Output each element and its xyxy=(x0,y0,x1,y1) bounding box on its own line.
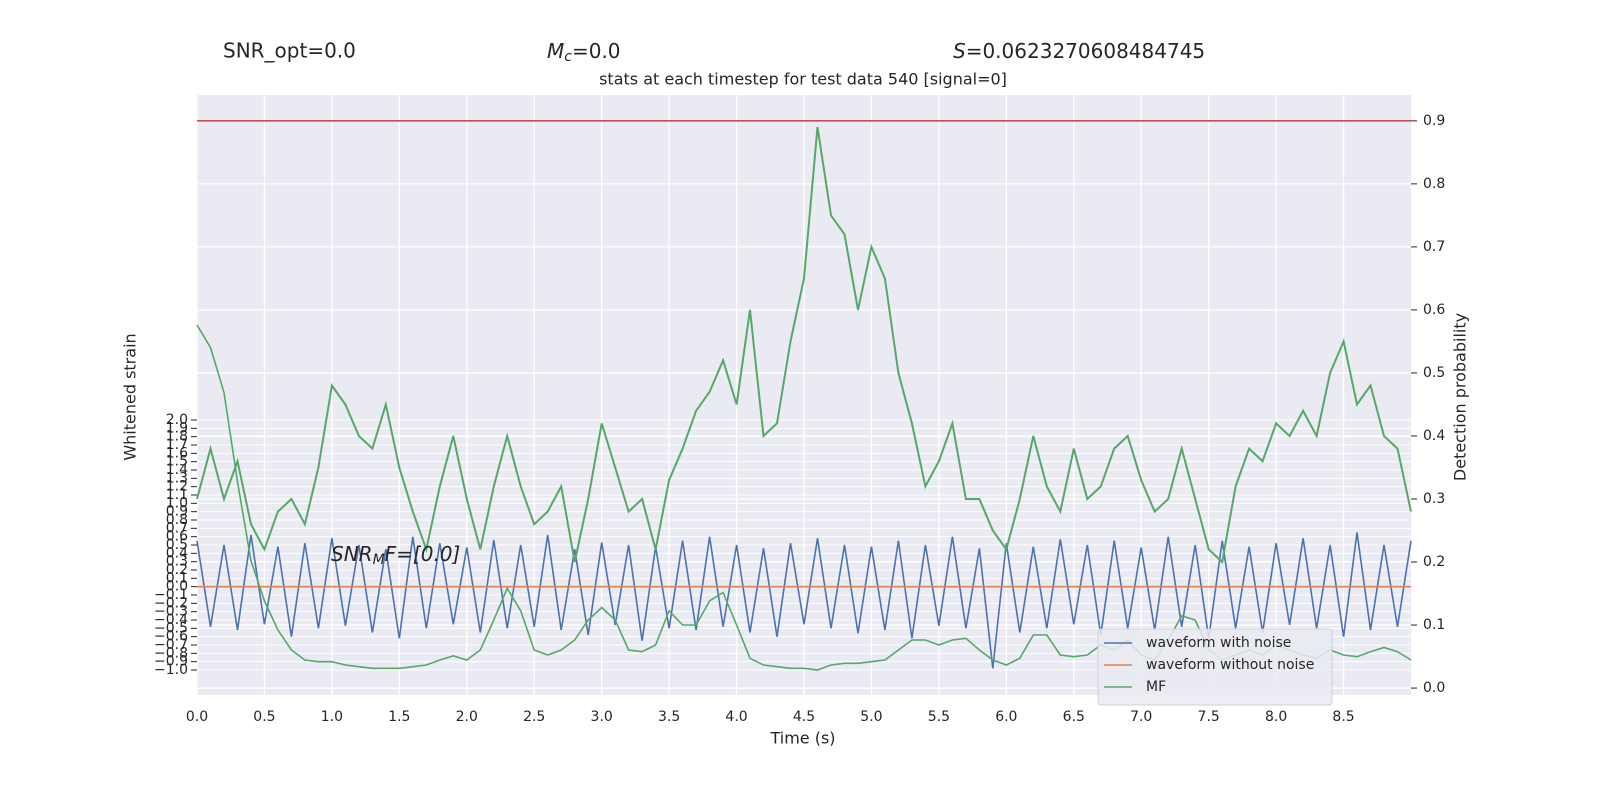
x-tick-label: 0.5 xyxy=(253,709,275,725)
y2-tick-label: 0.4 xyxy=(1423,428,1445,444)
y-tick-label: −0.1 xyxy=(154,587,188,603)
grid xyxy=(196,95,1411,695)
y-tick-label: 0.3 xyxy=(166,554,188,570)
x-tick-label: 5.5 xyxy=(928,709,950,725)
y-tick-label: −0.7 xyxy=(154,637,188,653)
x-tick-label: 8.5 xyxy=(1332,709,1354,725)
y-tick-label: 0.1 xyxy=(166,570,188,586)
y-tick-label: 1.9 xyxy=(166,420,188,436)
legend-label: waveform with noise xyxy=(1146,635,1291,651)
text: =0.0623270608484745 xyxy=(966,39,1205,63)
x-tick-label: 1.5 xyxy=(388,709,410,725)
y-tick-label: 1.7 xyxy=(166,437,188,453)
x-tick-label: 3.0 xyxy=(591,709,613,725)
x-tick-label: 2.0 xyxy=(456,709,478,725)
y-tick-label: 2.0 xyxy=(166,412,188,428)
y2-tick-label: 0.0 xyxy=(1423,680,1445,696)
y-tick-label: 1.5 xyxy=(166,454,188,470)
y-tick-label: 1.0 xyxy=(166,495,188,511)
y-tick-label: 1.2 xyxy=(166,479,188,495)
y2-tick-label: 0.9 xyxy=(1423,113,1445,129)
header-snr-opt: SNR_opt=0.0 xyxy=(223,39,356,63)
y2-tick-label: 0.7 xyxy=(1423,239,1445,255)
y-tick-label: 1.8 xyxy=(166,429,188,445)
symbol: S xyxy=(953,39,966,63)
symbol: SNR xyxy=(331,542,373,566)
y2-tick-label: 0.8 xyxy=(1423,176,1445,192)
y-tick-label: 1.3 xyxy=(166,470,188,486)
chart-title: stats at each timestep for test data 540… xyxy=(599,70,1007,89)
x-tick-label: 7.5 xyxy=(1198,709,1220,725)
legend-label: waveform without noise xyxy=(1146,657,1314,673)
x-tick-label: 4.0 xyxy=(725,709,747,725)
y-tick-label: 0.5 xyxy=(166,537,188,553)
y-tick-label: 0.9 xyxy=(166,504,188,520)
y-tick-label: 0.4 xyxy=(166,545,188,561)
y-tick-label: −0.5 xyxy=(154,620,188,636)
text: =0.0 xyxy=(572,39,621,63)
symbol: M xyxy=(547,39,564,63)
y-tick-label: 1.6 xyxy=(166,445,188,461)
x-tick-label: 4.5 xyxy=(793,709,815,725)
x-tick-label: 0.0 xyxy=(186,709,208,725)
y-tick-label: 1.1 xyxy=(166,487,188,503)
y2-tick-label: 0.3 xyxy=(1423,491,1445,507)
y-axis-label: Whitened strain xyxy=(121,333,140,460)
x-tick-label: 3.5 xyxy=(658,709,680,725)
header-s: S=0.0623270608484745 xyxy=(953,39,1205,63)
y2-axis-label: Detection probability xyxy=(1451,313,1470,481)
annotation: SNRMF=[0.0] xyxy=(331,542,460,569)
y2-tick-label: 0.6 xyxy=(1423,302,1445,318)
y2-tick-label: 0.2 xyxy=(1423,554,1445,570)
x-tick-label: 2.5 xyxy=(523,709,545,725)
subscript: M xyxy=(373,552,385,568)
y-tick-label: −0.6 xyxy=(154,629,188,645)
legend-label: MF xyxy=(1146,679,1166,695)
legend: waveform with noise waveform without nois… xyxy=(1097,628,1333,706)
x-tick-label: 6.5 xyxy=(1063,709,1085,725)
y2-tick-label: 0.1 xyxy=(1423,617,1445,633)
y-tick-label: 0.2 xyxy=(166,562,188,578)
header-mc: Mc=0.0 xyxy=(547,39,621,66)
y-tick-label: 0.0 xyxy=(166,579,188,595)
text: F=[0.0] xyxy=(385,542,461,566)
x-tick-label: 8.0 xyxy=(1265,709,1287,725)
series-line xyxy=(196,126,1412,564)
x-axis-label: Time (s) xyxy=(769,729,835,748)
y-tick-label: −0.8 xyxy=(154,645,188,661)
x-tick-label: 1.0 xyxy=(321,709,343,725)
y-tick-label: 0.8 xyxy=(166,512,188,528)
y-tick-label: −0.9 xyxy=(154,654,188,670)
y-tick-label: −1.0 xyxy=(154,662,188,678)
y-tick-label: 1.4 xyxy=(166,462,188,478)
subscript: c xyxy=(564,49,572,65)
y-tick-label: −0.3 xyxy=(154,604,188,620)
y-tick-label: −0.2 xyxy=(154,595,188,611)
y2-tick-label: 0.5 xyxy=(1423,365,1445,381)
x-tick-label: 6.0 xyxy=(995,709,1017,725)
legend-box xyxy=(1097,628,1333,706)
y-tick-label: 0.6 xyxy=(166,529,188,545)
x-tick-label: 5.0 xyxy=(860,709,882,725)
y-tick-label: 0.7 xyxy=(166,520,188,536)
x-tick-label: 7.0 xyxy=(1130,709,1152,725)
y-tick-label: −0.4 xyxy=(154,612,188,628)
